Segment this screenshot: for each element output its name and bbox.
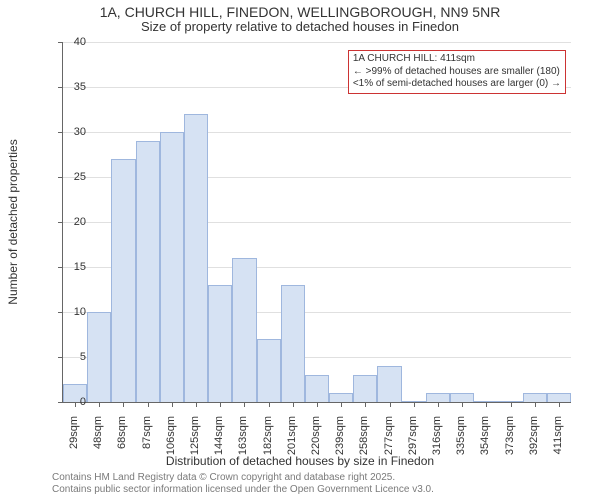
callout-line2: ← >99% of detached houses are smaller (1… [353, 66, 561, 79]
histogram-bar [232, 258, 256, 402]
y-axis-title: Number of detached properties [6, 139, 20, 304]
histogram-bar [377, 366, 401, 402]
x-tick-label: 354sqm [479, 416, 491, 462]
attribution-line1: Contains HM Land Registry data © Crown c… [52, 472, 434, 484]
x-tick-mark [148, 402, 149, 407]
gridline [63, 132, 571, 133]
x-tick-label: 163sqm [237, 416, 249, 462]
x-tick-label: 297sqm [407, 416, 419, 462]
histogram-bar [87, 312, 111, 402]
histogram-bar [426, 393, 450, 402]
callout-box: 1A CHURCH HILL: 411sqm ← >99% of detache… [348, 50, 566, 94]
x-tick-mark [293, 402, 294, 407]
y-tick-label: 25 [46, 171, 86, 183]
y-tick-label: 5 [46, 351, 86, 363]
x-tick-label: 87sqm [141, 416, 153, 462]
histogram-bar [160, 132, 184, 402]
x-tick-label: 48sqm [92, 416, 104, 462]
attribution-block: Contains HM Land Registry data © Crown c… [52, 472, 434, 496]
x-tick-label: 29sqm [68, 416, 80, 462]
x-tick-mark [341, 402, 342, 407]
x-tick-label: 68sqm [116, 416, 128, 462]
histogram-bar [523, 393, 547, 402]
x-tick-mark [438, 402, 439, 407]
chart-container: 1A, CHURCH HILL, FINEDON, WELLINGBOROUGH… [0, 0, 600, 500]
x-tick-label: 258sqm [358, 416, 370, 462]
x-tick-label: 106sqm [165, 416, 177, 462]
x-tick-mark [123, 402, 124, 407]
x-tick-mark [365, 402, 366, 407]
x-tick-mark [196, 402, 197, 407]
x-tick-mark [269, 402, 270, 407]
y-tick-label: 30 [46, 126, 86, 138]
x-tick-mark [220, 402, 221, 407]
x-tick-mark [559, 402, 560, 407]
y-tick-label: 20 [46, 216, 86, 228]
chart-title-block: 1A, CHURCH HILL, FINEDON, WELLINGBOROUGH… [0, 0, 600, 35]
x-tick-mark [511, 402, 512, 407]
histogram-bar [305, 375, 329, 402]
x-tick-mark [462, 402, 463, 407]
gridline [63, 42, 571, 43]
x-tick-mark [172, 402, 173, 407]
x-tick-mark [390, 402, 391, 407]
histogram-bar [184, 114, 208, 402]
x-tick-label: 182sqm [262, 416, 274, 462]
x-tick-mark [414, 402, 415, 407]
x-tick-label: 201sqm [286, 416, 298, 462]
x-tick-label: 277sqm [383, 416, 395, 462]
x-tick-label: 239sqm [334, 416, 346, 462]
histogram-bar [450, 393, 474, 402]
chart-title-line2: Size of property relative to detached ho… [0, 20, 600, 35]
histogram-bar [136, 141, 160, 402]
histogram-bar [353, 375, 377, 402]
x-tick-label: 373sqm [504, 416, 516, 462]
histogram-bar [547, 393, 571, 402]
histogram-bar [281, 285, 305, 402]
x-tick-mark [535, 402, 536, 407]
histogram-bar [257, 339, 281, 402]
x-tick-label: 144sqm [213, 416, 225, 462]
y-tick-label: 15 [46, 261, 86, 273]
y-tick-label: 0 [46, 396, 86, 408]
x-tick-label: 335sqm [455, 416, 467, 462]
x-tick-label: 220sqm [310, 416, 322, 462]
x-tick-label: 125sqm [189, 416, 201, 462]
x-tick-mark [317, 402, 318, 407]
callout-line1: 1A CHURCH HILL: 411sqm [353, 53, 561, 66]
x-tick-mark [244, 402, 245, 407]
chart-plot-area [62, 42, 571, 403]
callout-line3: <1% of semi-detached houses are larger (… [353, 78, 561, 91]
y-tick-label: 40 [46, 36, 86, 48]
histogram-bar [208, 285, 232, 402]
chart-title-line1: 1A, CHURCH HILL, FINEDON, WELLINGBOROUGH… [0, 4, 600, 20]
x-tick-mark [486, 402, 487, 407]
histogram-bar [329, 393, 353, 402]
y-tick-label: 10 [46, 306, 86, 318]
histogram-bar [111, 159, 135, 402]
x-tick-label: 392sqm [528, 416, 540, 462]
y-tick-label: 35 [46, 81, 86, 93]
x-tick-label: 411sqm [552, 416, 564, 462]
x-tick-mark [99, 402, 100, 407]
x-tick-label: 316sqm [431, 416, 443, 462]
attribution-line2: Contains public sector information licen… [52, 484, 434, 496]
